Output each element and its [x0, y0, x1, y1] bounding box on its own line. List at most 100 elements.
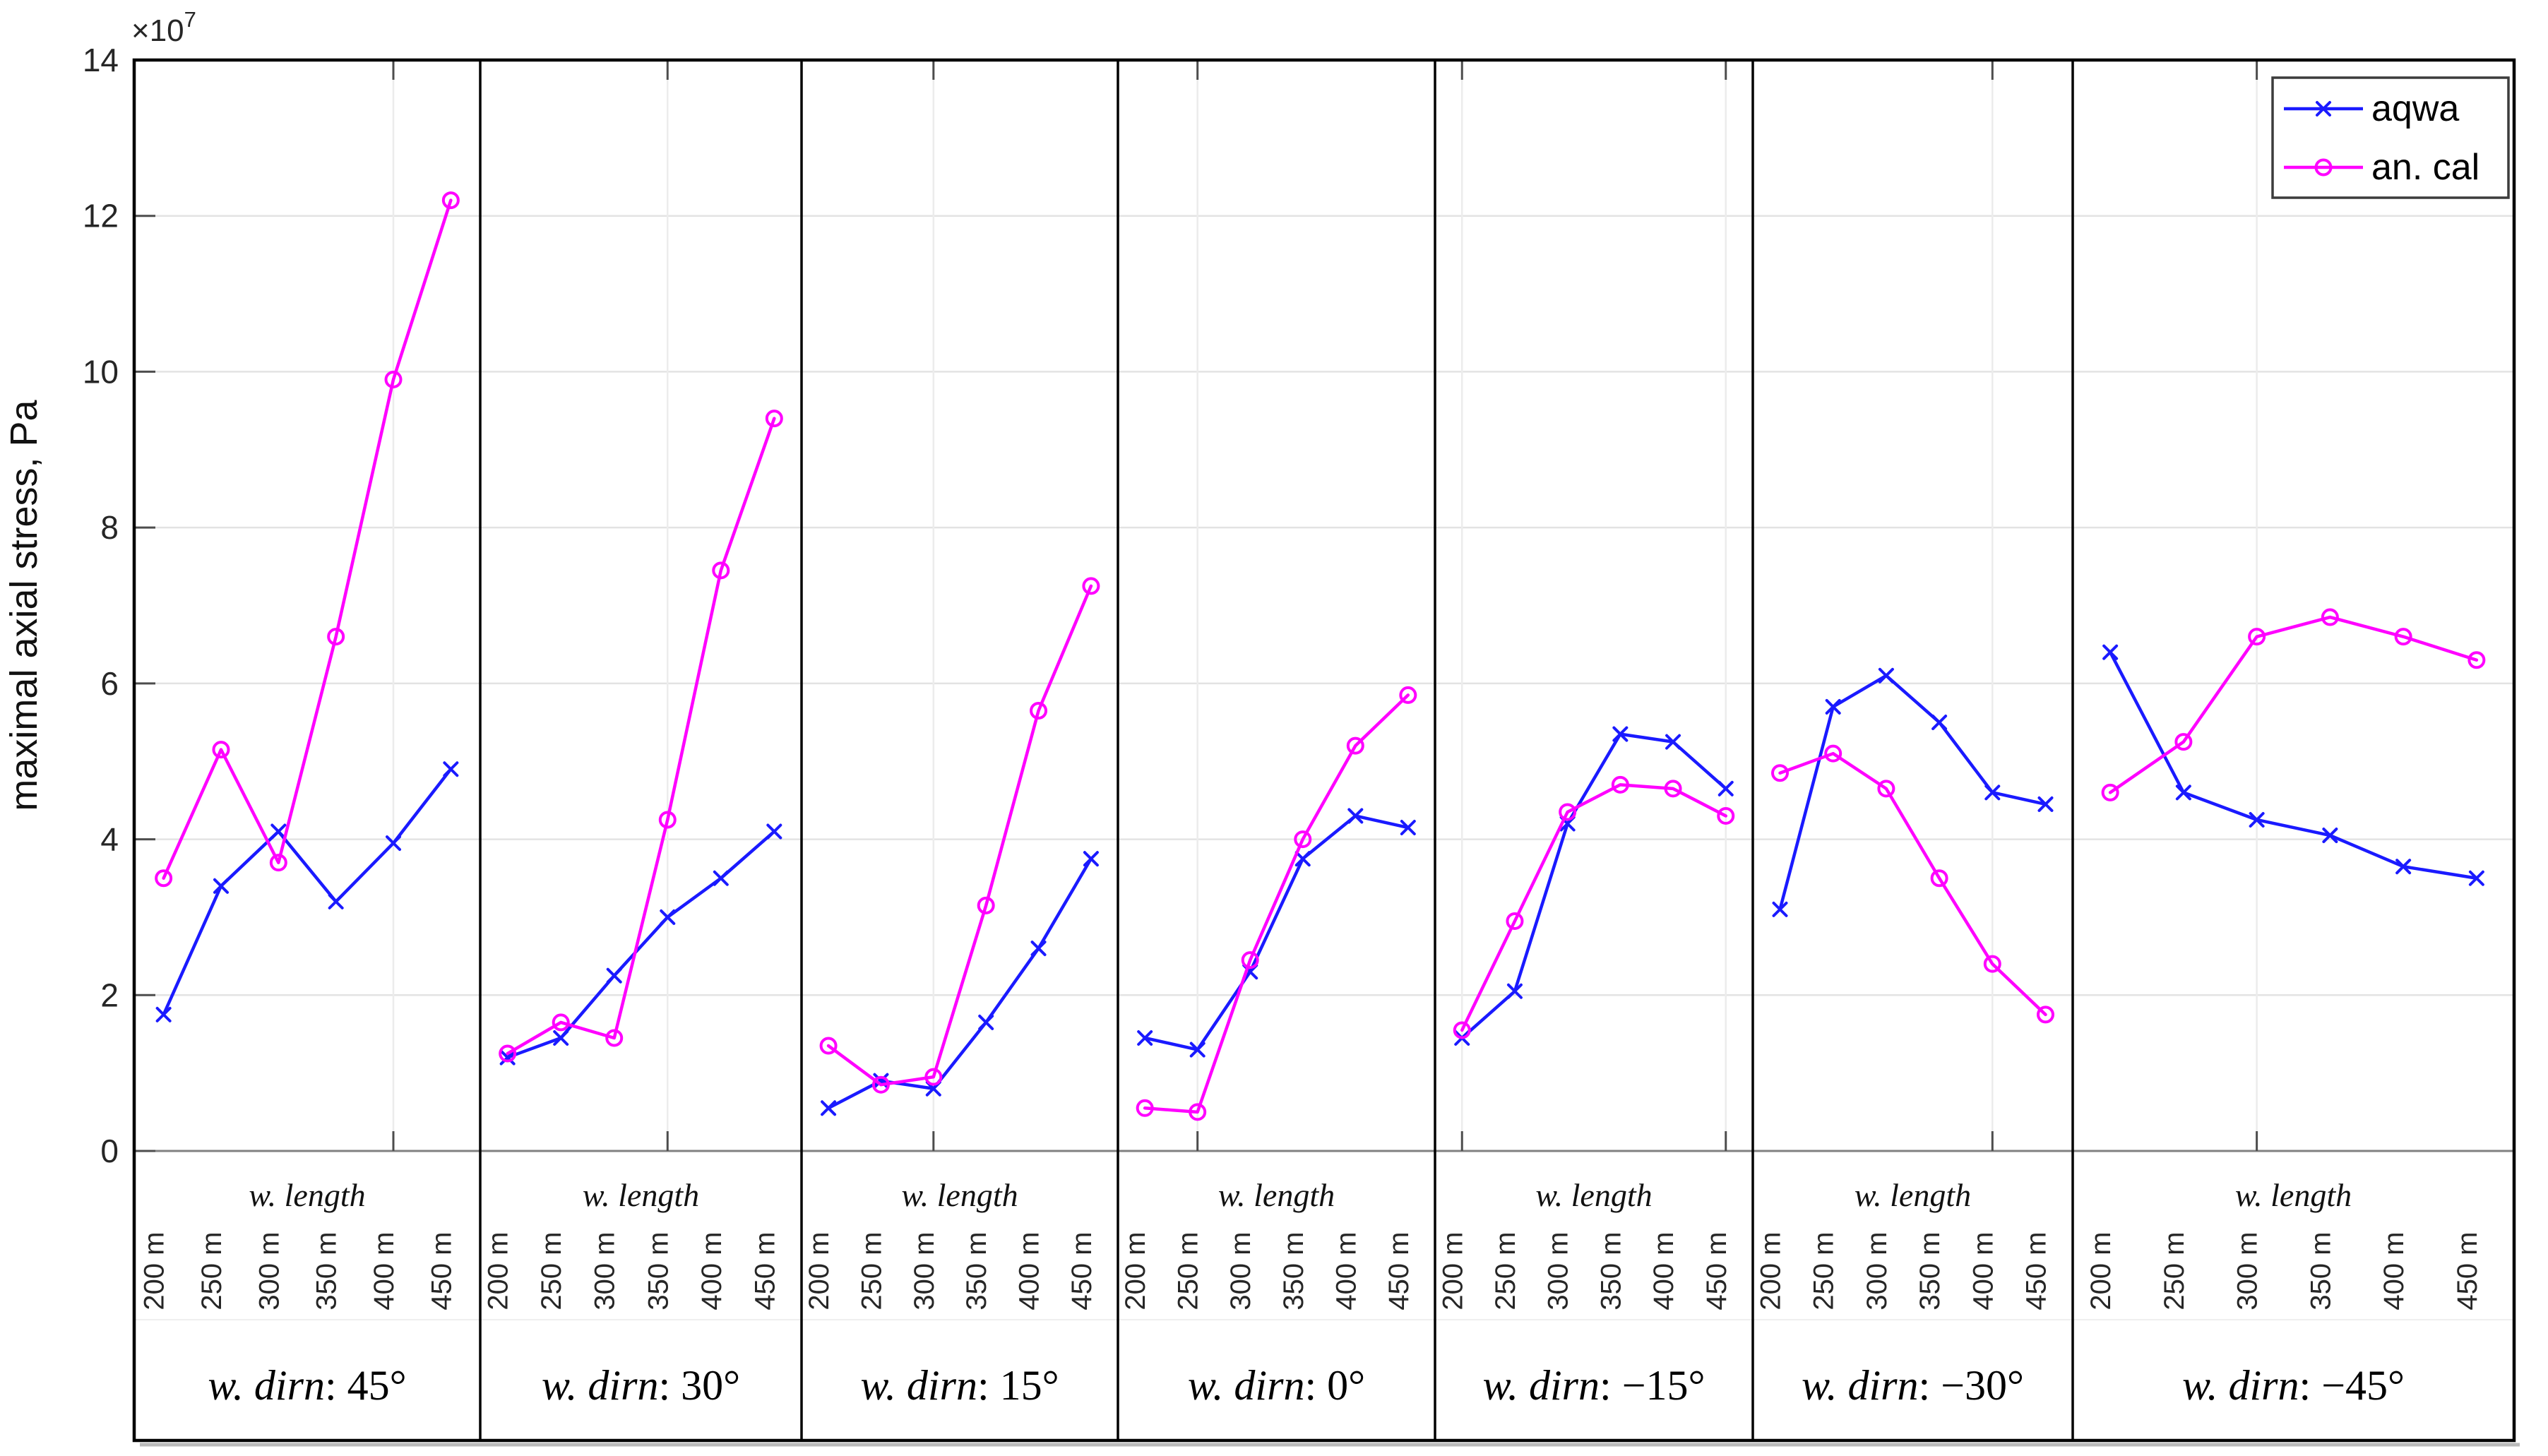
x-marker [978, 1014, 994, 1030]
x-tick-label: 250 m [536, 1231, 567, 1310]
x-tick-label: 200 m [804, 1231, 835, 1310]
x-marker [1189, 1042, 1205, 1058]
legend-x-marker [2316, 101, 2331, 117]
o-marker [1506, 912, 1524, 930]
series-an-cal [2101, 608, 2486, 801]
y-tick-label: 2 [100, 977, 119, 1013]
y-tick-label: 10 [83, 353, 119, 390]
series-an-cal [819, 577, 1100, 1094]
x-marker [2175, 784, 2191, 801]
o-marker [1030, 701, 1048, 720]
x-marker [443, 761, 459, 777]
series-aqwa [1137, 808, 1416, 1058]
x-marker [1400, 820, 1416, 836]
legend-item: an. cal [2284, 147, 2479, 188]
x-tick-label: 200 m [1756, 1231, 1787, 1310]
o-marker [2174, 733, 2193, 751]
o-marker [2248, 628, 2266, 646]
o-marker [1611, 775, 1629, 794]
legend-o-marker [2314, 158, 2333, 177]
x-marker [1030, 941, 1047, 957]
x-tick-label: 300 m [1543, 1231, 1574, 1310]
x-tick-label: 250 m [1490, 1231, 1521, 1310]
x-tick-label: 300 m [2232, 1231, 2263, 1310]
y-tick-label: 4 [100, 821, 119, 858]
panel-title: w. dirn: −15° [1482, 1362, 1705, 1409]
x-tick-label: 400 m [369, 1231, 400, 1310]
y-tick-label: 14 [83, 42, 119, 78]
series-aqwa [2102, 644, 2484, 886]
x-marker [1347, 808, 1364, 824]
x-marker [270, 823, 287, 840]
series-an-cal [499, 410, 783, 1063]
series-an-cal-line [826, 584, 1093, 1087]
x-marker [1612, 726, 1629, 742]
series-an-cal-line [1778, 751, 2047, 1017]
o-marker [1241, 951, 1259, 969]
panel-title: w. dirn: 15° [860, 1362, 1059, 1409]
series-aqwa-line [1460, 732, 1727, 1040]
x-tick-label: 350 m [2305, 1231, 2336, 1310]
series-aqwa-line [2108, 650, 2479, 880]
x-tick-label: 350 m [311, 1231, 343, 1310]
x-marker [1825, 698, 1841, 715]
series-aqwa [821, 851, 1099, 1116]
x-tick-label: 250 m [1809, 1231, 1840, 1310]
panel-title: w. dirn: −45° [2182, 1362, 2405, 1409]
x-tick-label: 300 m [590, 1231, 621, 1310]
o-marker [327, 628, 345, 646]
series-aqwa [1454, 726, 1734, 1046]
o-marker [1294, 830, 1312, 849]
x-axis-group-label: w. length [1218, 1177, 1335, 1213]
x-marker [821, 1100, 837, 1116]
x-marker [1665, 734, 1681, 750]
o-marker [819, 1037, 838, 1055]
series-an-cal-line [506, 417, 776, 1056]
series-aqwa-line [1778, 674, 2047, 912]
x-tick-label: 350 m [1278, 1231, 1309, 1310]
series-aqwa-line [826, 857, 1093, 1110]
x-axis-group-label: w. length [249, 1177, 365, 1213]
legend-label: aqwa [2371, 88, 2459, 129]
o-marker [1559, 803, 1577, 821]
y-axis: 0 2 4 6 8 10 12 14 ×107 maximal axial stress, Pa [3, 7, 196, 1169]
x-tick-label: 200 m [1437, 1231, 1468, 1310]
x-tick-label: 400 m [1967, 1231, 1999, 1310]
panel-title: w. dirn: 30° [542, 1362, 740, 1409]
border-layer [132, 58, 2520, 1447]
x-tick-label: 250 m [856, 1231, 887, 1310]
x-axis-group-label: w. length [583, 1177, 699, 1213]
x-marker [766, 823, 782, 840]
o-marker [499, 1044, 517, 1063]
x-tick-label: 350 m [643, 1231, 674, 1310]
panel-title: w. dirn: −30° [1802, 1362, 2024, 1409]
y-axis-label: maximal axial stress, Pa [3, 399, 45, 811]
x-marker [553, 1030, 569, 1046]
x-tick-label: 300 m [254, 1231, 285, 1310]
o-marker [765, 410, 783, 428]
grid-layer [134, 60, 2514, 1320]
legend-item: aqwa [2284, 88, 2459, 129]
o-marker [1930, 869, 1948, 888]
x-marker [386, 835, 402, 852]
x-label-layer: w. length 200 m 250 m 300 m 350 m 400 m 450 m w… [139, 1177, 2483, 1409]
x-tick-label: 250 m [196, 1231, 227, 1310]
legend-label: an. cal [2371, 147, 2479, 188]
x-marker [328, 893, 344, 909]
x-marker [1878, 667, 1894, 684]
legend-box [2271, 76, 2510, 199]
o-marker [605, 1029, 624, 1047]
o-marker [924, 1068, 943, 1086]
y-axis-exponent: ×107 [131, 7, 196, 48]
x-tick-label: 400 m [1014, 1231, 1045, 1310]
x-tick-label: 350 m [1915, 1231, 1946, 1310]
x-tick-label: 200 m [483, 1231, 514, 1310]
x-tick-label: 400 m [2379, 1231, 2410, 1310]
x-marker [2102, 644, 2119, 660]
x-marker [660, 909, 676, 925]
series-aqwa-line [1143, 814, 1410, 1051]
x-marker [606, 967, 622, 984]
x-marker [499, 1049, 516, 1066]
o-marker [269, 854, 287, 872]
